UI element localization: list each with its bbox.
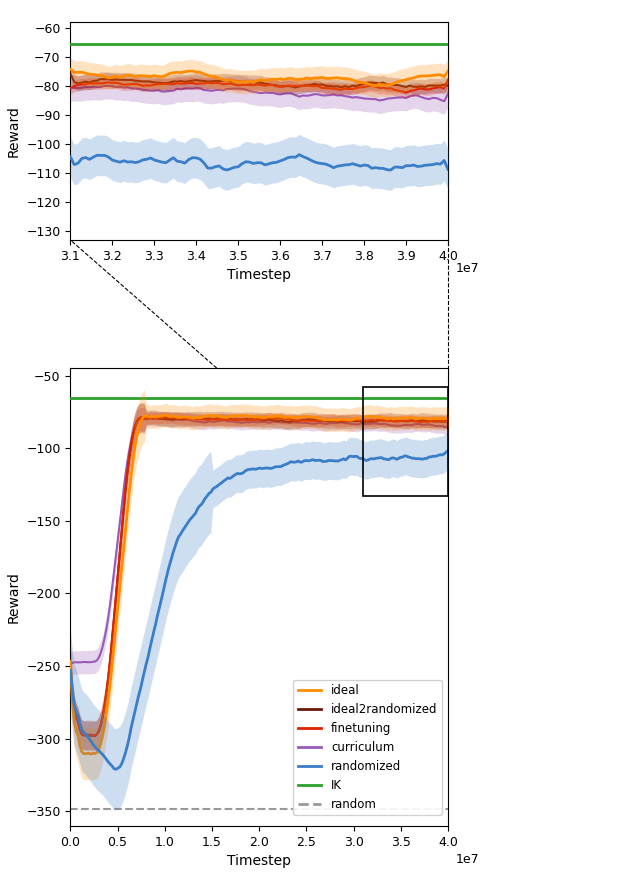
Text: 1e7: 1e7 [456, 853, 479, 867]
X-axis label: Timestep: Timestep [227, 268, 291, 282]
Text: 1e7: 1e7 [456, 262, 479, 274]
Bar [363, 387, 448, 496]
Y-axis label: Reward: Reward [7, 105, 20, 157]
X-axis label: Timestep: Timestep [227, 854, 291, 868]
Legend: ideal, ideal2randomized, finetuning, curriculum, randomized, IK, random: ideal, ideal2randomized, finetuning, cur… [293, 679, 442, 815]
Y-axis label: Reward: Reward [7, 571, 20, 623]
